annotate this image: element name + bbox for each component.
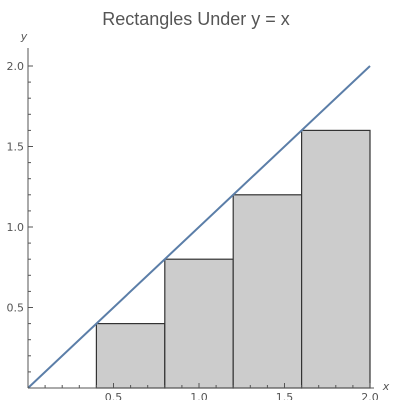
x-tick-label: 1.5: [276, 391, 294, 400]
bars-layer: [95, 129, 371, 389]
y-ticks-layer: 0.5 1.0 1.5 2.0: [7, 60, 33, 373]
bar-4: [301, 129, 371, 389]
x-tick-label: 1.0: [190, 391, 208, 400]
chart-title: Rectangles Under y = x: [102, 9, 290, 29]
x-axis-label: x: [382, 380, 390, 393]
line-y-equals-x: [27, 65, 371, 389]
bar-2: [164, 258, 234, 389]
y-tick-label: 2.0: [7, 60, 25, 73]
bar-1: [95, 323, 166, 389]
x-tick-label: 2.0: [361, 391, 379, 400]
x-tick-label: 0.5: [105, 391, 123, 400]
line-layer: [27, 65, 371, 389]
y-tick-label: 1.0: [7, 221, 25, 234]
y-tick-label: 1.5: [7, 141, 25, 154]
y-axis-label: y: [20, 30, 28, 43]
bar-3: [232, 194, 303, 389]
x-ticks-layer: 0.5 1.0 1.5 2.0: [44, 383, 379, 400]
y-tick-label: 0.5: [7, 302, 25, 315]
